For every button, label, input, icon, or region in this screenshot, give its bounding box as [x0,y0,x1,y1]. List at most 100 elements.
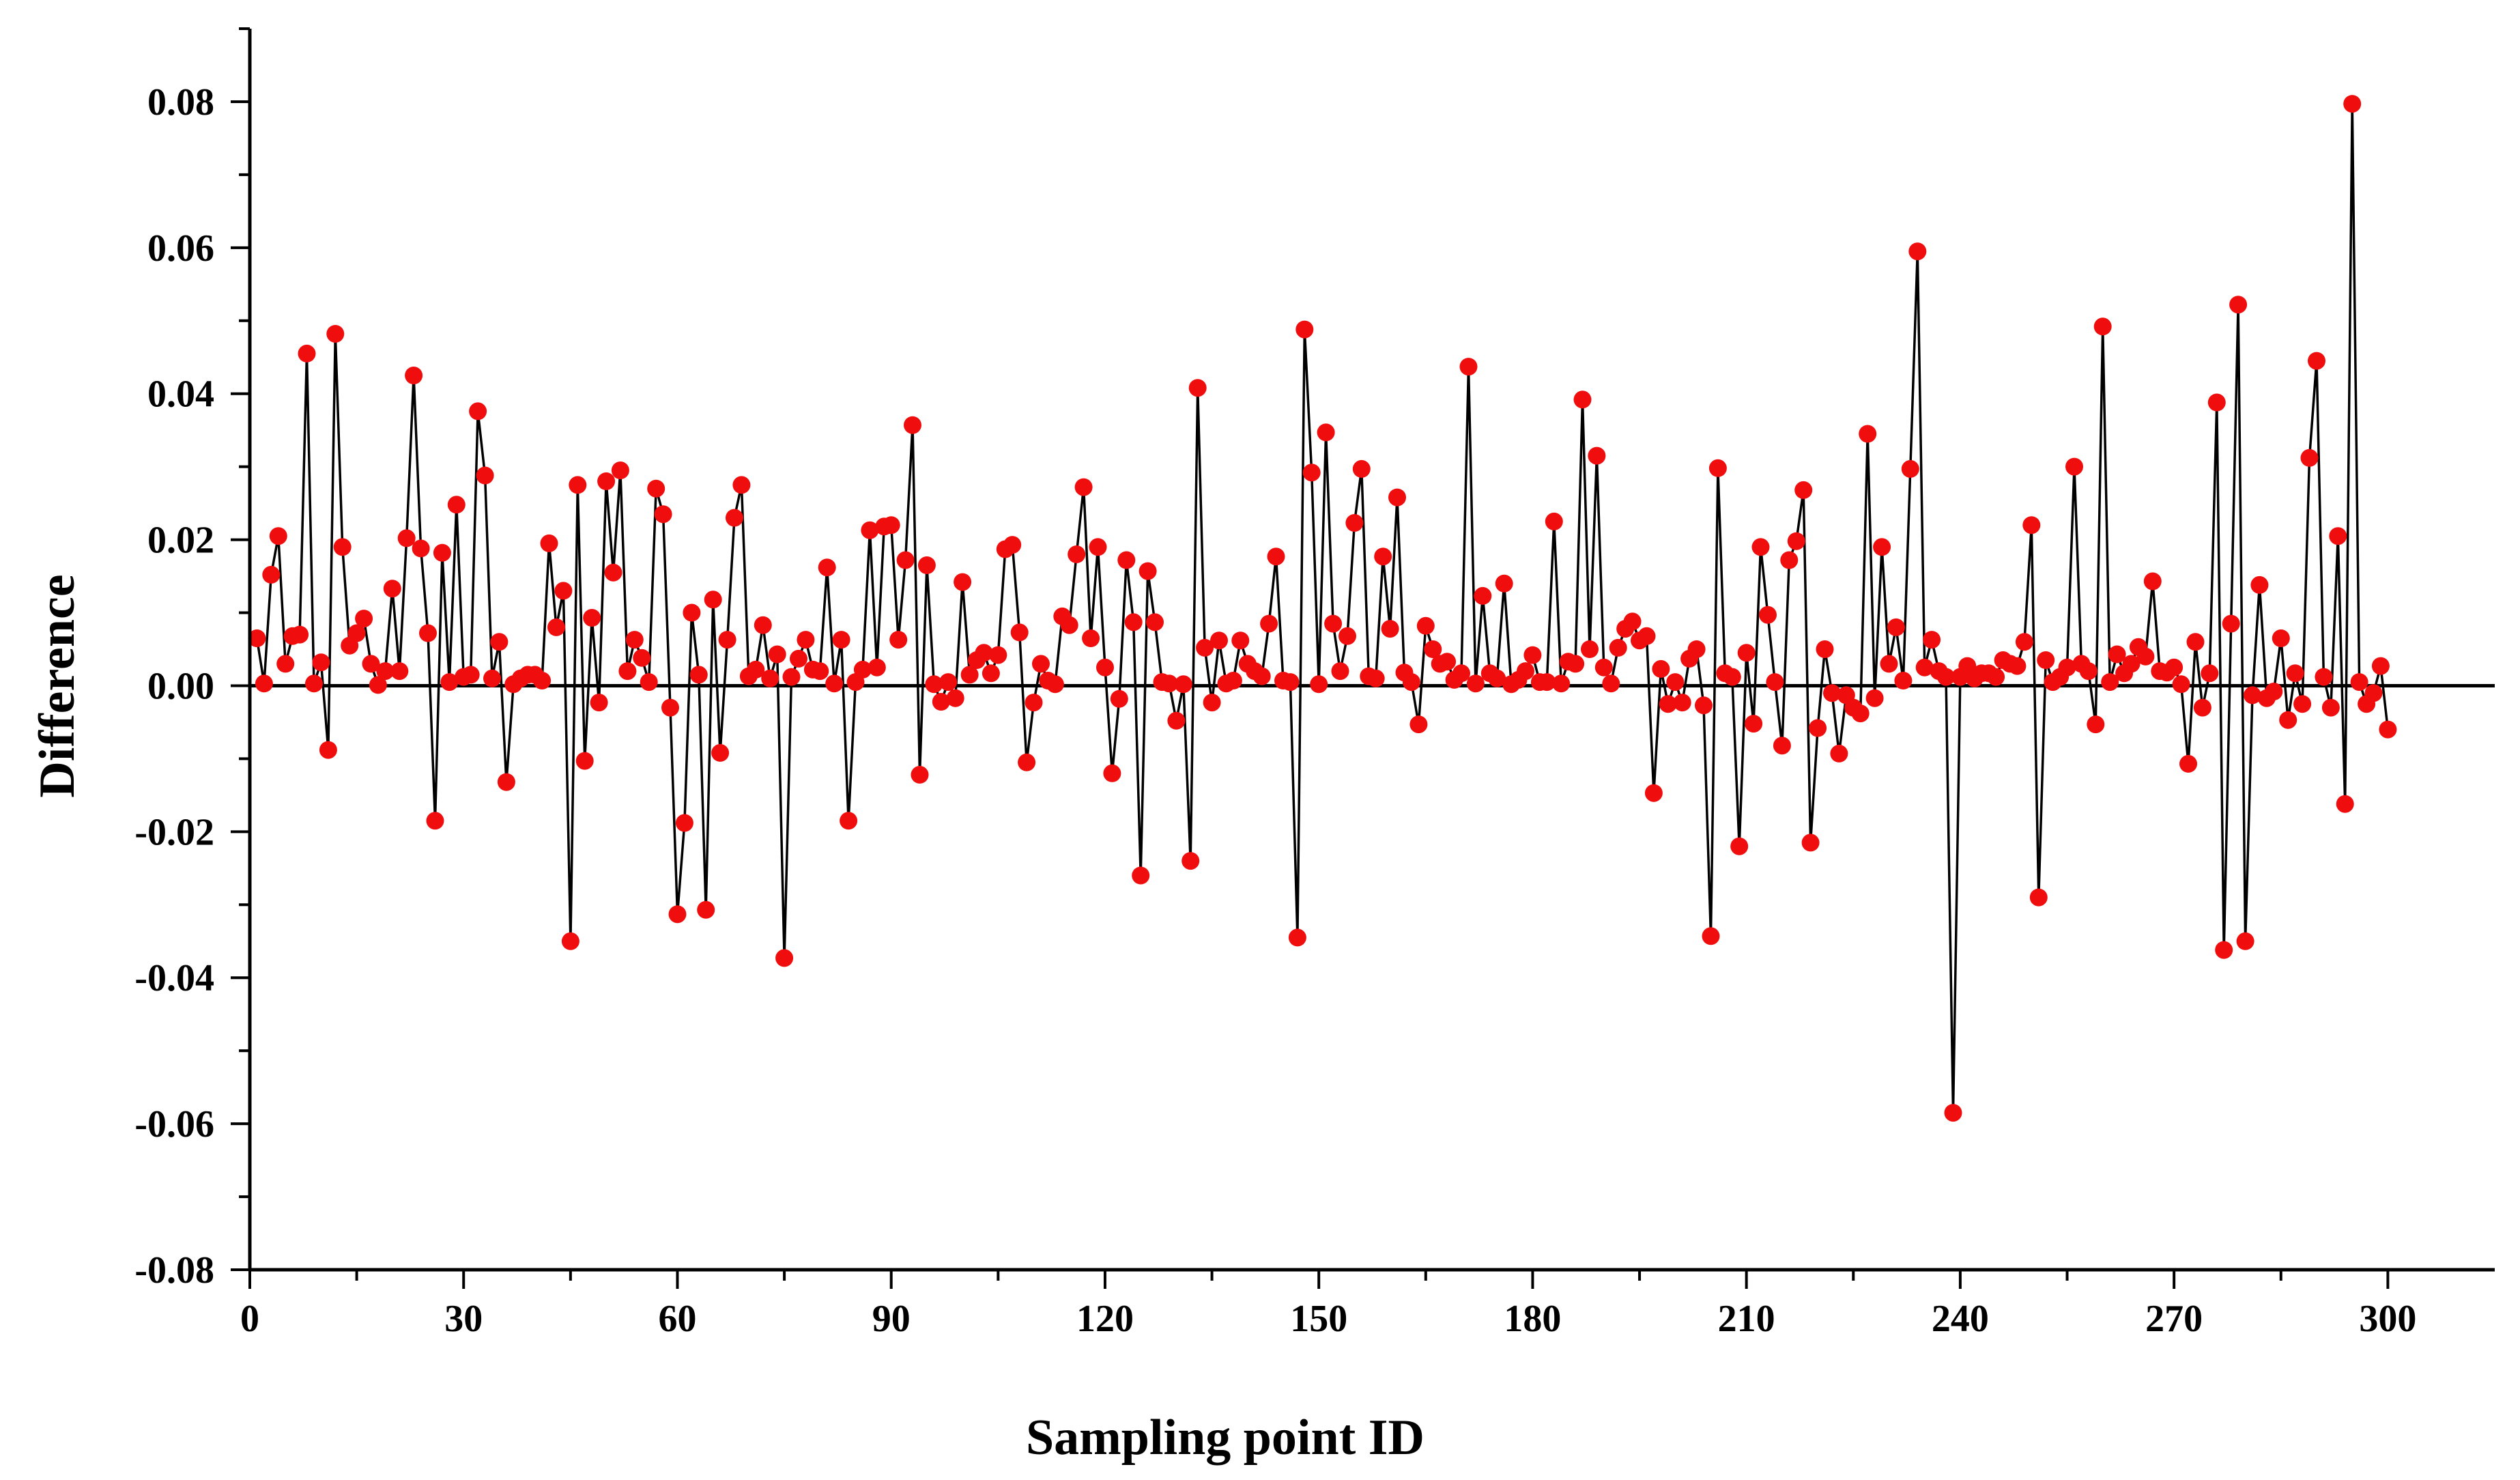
data-point-262 [2108,645,2126,664]
data-point-272 [2179,754,2197,773]
data-point-11 [319,741,337,759]
data-point-69 [732,476,751,494]
data-point-16 [355,610,373,628]
data-point-65 [704,590,722,609]
y-axis-title: Difference [29,574,85,797]
data-point-23 [405,367,423,384]
data-point-54 [625,631,644,649]
data-point-63 [689,666,708,684]
data-point-138 [1224,672,1242,689]
x-tick-label: 270 [2145,1298,2203,1340]
x-tick-label: 30 [444,1298,483,1340]
data-point-175 [1488,669,1506,687]
data-point-3 [262,565,281,584]
data-point-132 [1182,852,1200,870]
data-point-220 [1809,719,1827,737]
y-tick-label: -0.04 [134,957,214,999]
data-point-279 [2229,296,2248,314]
data-point-109 [1018,753,1036,771]
data-point-184 [1552,674,1571,693]
data-point-275 [2201,664,2219,683]
data-point-270 [2165,658,2183,677]
data-point-7 [291,625,309,644]
data-point-277 [2215,941,2233,959]
data-point-127 [1146,613,1164,631]
data-point-216 [1780,551,1799,569]
x-tick-label: 180 [1504,1298,1561,1340]
data-point-164 [1409,715,1428,734]
data-point-45 [561,932,579,950]
data-point-124 [1124,613,1143,631]
data-point-47 [575,752,594,770]
data-point-146 [1281,673,1300,692]
data-point-183 [1545,512,1563,530]
x-tick-label: 0 [240,1298,259,1340]
data-point-82 [825,674,844,693]
x-tick-label: 300 [2359,1298,2416,1340]
x-axis-title: Sampling point ID [1026,1410,1424,1466]
data-point-64 [697,900,715,919]
y-tick-labels: -0.08 -0.06 -0.04 -0.02 0.00 0.02 0.04 0.06 0.08 [134,81,214,1292]
data-point-134 [1196,638,1214,657]
data-point-60 [668,905,687,924]
data-point-87 [861,521,879,539]
data-point-286 [2279,711,2297,729]
data-point-26 [426,812,444,830]
data-point-36 [497,773,515,791]
data-point-153 [1331,662,1349,681]
data-point-285 [2272,629,2290,647]
data-point-235 [1915,658,1934,677]
data-point-25 [419,624,437,642]
y-tick-label: -0.06 [134,1103,214,1145]
data-point-50 [597,472,616,490]
data-point-210 [1737,644,1756,662]
data-point-28 [440,673,459,692]
data-point-9 [305,674,323,693]
data-point-97 [932,693,950,711]
data-point-227 [1859,425,1877,443]
data-point-21 [390,662,409,681]
data-point-214 [1766,673,1784,692]
y-tick-label: 0.02 [147,520,214,562]
data-point-211 [1745,715,1763,733]
data-point-198 [1652,659,1670,678]
data-point-223 [1830,744,1848,763]
data-point-130 [1167,711,1186,730]
data-point-133 [1188,379,1207,397]
data-point-98 [939,673,958,692]
data-point-107 [1003,536,1022,554]
data-point-215 [1773,737,1791,755]
data-point-117 [1074,478,1093,496]
data-point-226 [1851,705,1870,723]
x-tick-label: 60 [658,1298,696,1340]
data-point-260 [2093,317,2112,336]
data-point-161 [1388,488,1406,507]
data-point-155 [1345,514,1364,532]
data-point-271 [2172,675,2190,694]
data-point-288 [2293,695,2312,713]
data-point-116 [1068,545,1086,563]
data-point-103 [975,644,993,662]
data-point-71 [747,660,765,679]
data-point-20 [383,580,401,598]
data-point-51 [604,563,622,582]
data-point-92 [896,551,915,569]
data-point-81 [818,558,836,577]
data-point-229 [1873,538,1891,556]
data-point-194 [1623,612,1642,631]
data-point-219 [1801,834,1820,852]
data-point-15 [347,624,366,642]
data-point-190 [1594,658,1613,677]
series-line-difference [255,104,2390,1113]
data-point-44 [554,582,573,600]
x-tick-labels: 0 30 60 90 120 150 180 210 240 270 300 [240,1298,2416,1340]
data-point-93 [904,416,921,434]
data-point-99 [946,689,964,707]
data-point-238 [1937,668,1955,686]
data-point-61 [675,814,693,832]
data-point-90 [882,516,900,535]
data-point-273 [2186,633,2205,651]
data-point-122 [1110,689,1128,708]
data-point-148 [1295,320,1314,339]
data-point-284 [2265,683,2283,700]
